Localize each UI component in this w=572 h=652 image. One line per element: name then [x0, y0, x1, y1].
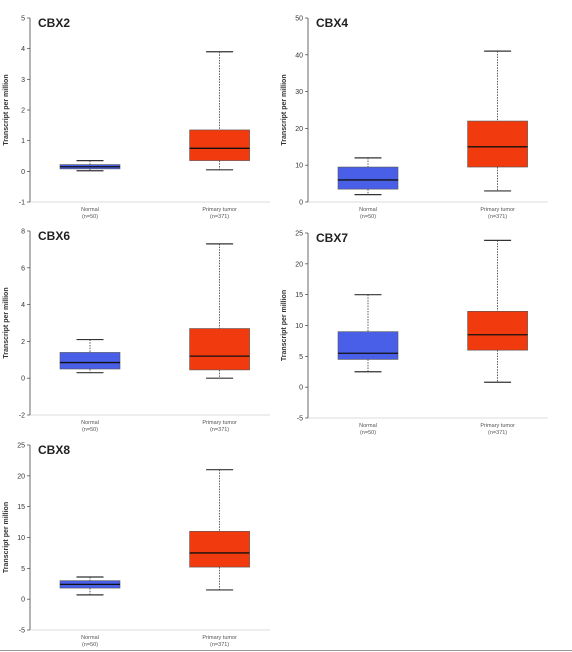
y-tick-label: 30: [295, 89, 303, 96]
chart-panel-cbx8: -5 0 5 10 15 20 25 CBX8 Transcript per million No…: [3, 443, 270, 648]
y-tick-label: 1: [21, 138, 25, 145]
x-category-n: (n=50): [360, 214, 376, 220]
x-category-n: (n=50): [82, 427, 98, 433]
y-tick-label: -5: [19, 628, 25, 635]
y-tick-label: 50: [295, 16, 303, 23]
y-tick-label: 25: [17, 443, 25, 450]
y-axis-label: Transcript per million: [3, 287, 10, 358]
box-iqr: [467, 311, 528, 351]
x-category-label: Normal: [359, 207, 377, 213]
y-tick-label: 8: [21, 229, 25, 236]
chart-title: CBX7: [316, 231, 348, 245]
chart-panel-cbx2: -1 0 1 2 3 4 5 CBX2 Transcript per million Normal…: [3, 16, 270, 220]
chart-panel-cbx4: 0 10 20 30 40 50 CBX4 Transcript per million Nor…: [281, 16, 548, 220]
y-tick-label: 2: [21, 339, 25, 346]
y-tick-label: 10: [295, 163, 303, 170]
x-category-label: Primary tumor: [480, 207, 515, 213]
x-category-n: (n=371): [488, 430, 507, 436]
x-category-n: (n=50): [360, 430, 376, 436]
y-tick-label: 4: [21, 46, 25, 53]
x-category-n: (n=371): [210, 214, 229, 220]
x-category-label: Normal: [81, 207, 99, 213]
box-normal: [59, 160, 121, 172]
y-tick-label: 10: [295, 323, 303, 330]
y-tick-label: -1: [19, 200, 25, 207]
chart-title: CBX4: [316, 16, 348, 30]
chart-title: CBX6: [38, 229, 70, 243]
x-category-label: Primary tumor: [202, 635, 237, 641]
box-iqr: [337, 331, 399, 360]
y-tick-label: 15: [295, 292, 303, 299]
y-axis-label: Transcript per million: [3, 502, 10, 573]
box-normal: [337, 294, 399, 373]
y-tick-label: 3: [21, 77, 25, 84]
y-tick-label: 15: [17, 504, 25, 511]
x-category-n: (n=371): [210, 427, 229, 433]
box-normal: [59, 338, 121, 374]
chart-title: CBX8: [38, 443, 70, 457]
box-tumor: [189, 243, 250, 379]
box-tumor: [189, 469, 250, 591]
x-category-label: Normal: [359, 423, 377, 429]
y-tick-label: 6: [21, 265, 25, 272]
x-category-n: (n=371): [488, 214, 507, 220]
y-tick-label: 0: [299, 200, 303, 207]
y-tick-label: 5: [299, 354, 303, 361]
y-tick-label: 20: [295, 261, 303, 268]
y-tick-label: 0: [21, 597, 25, 604]
x-category-label: Normal: [81, 420, 99, 426]
y-axis-label: Transcript per million: [281, 290, 288, 361]
y-tick-label: -5: [297, 416, 303, 423]
x-category-n: (n=50): [82, 214, 98, 220]
x-category-n: (n=50): [82, 642, 98, 648]
y-tick-label: 40: [295, 52, 303, 59]
y-tick-label: 4: [21, 302, 25, 309]
box-tumor: [467, 239, 528, 383]
box-normal: [337, 157, 399, 196]
box-iqr: [189, 328, 250, 371]
box-iqr: [337, 166, 399, 190]
y-tick-label: 2: [21, 108, 25, 115]
chart-panel-cbx7: -5 0 5 10 15 20 25 CBX7 Transcript per million No…: [281, 231, 548, 436]
y-tick-label: 10: [17, 535, 25, 542]
box-iqr: [59, 352, 121, 370]
x-category-label: Primary tumor: [202, 420, 237, 426]
x-category-label: Primary tumor: [202, 207, 237, 213]
x-category-label: Normal: [81, 635, 99, 641]
chart-title: CBX2: [38, 16, 70, 30]
y-tick-label: 5: [21, 16, 25, 23]
y-tick-label: 5: [21, 566, 25, 573]
x-category-n: (n=371): [210, 642, 229, 648]
x-category-label: Primary tumor: [480, 423, 515, 429]
box-iqr: [189, 129, 250, 161]
box-iqr: [467, 120, 528, 168]
y-tick-label: -2: [19, 413, 25, 420]
box-tumor: [189, 51, 250, 171]
y-tick-label: 25: [295, 231, 303, 238]
y-tick-label: 0: [299, 385, 303, 392]
box-normal: [59, 576, 121, 596]
y-axis-label: Transcript per million: [3, 74, 10, 145]
y-tick-label: 20: [17, 473, 25, 480]
bottom-border: [0, 650, 572, 651]
y-tick-label: 0: [21, 169, 25, 176]
y-tick-label: 20: [295, 126, 303, 133]
box-tumor: [467, 50, 528, 192]
y-axis-label: Transcript per million: [281, 74, 288, 145]
box-iqr: [189, 531, 250, 568]
y-tick-label: 0: [21, 376, 25, 383]
